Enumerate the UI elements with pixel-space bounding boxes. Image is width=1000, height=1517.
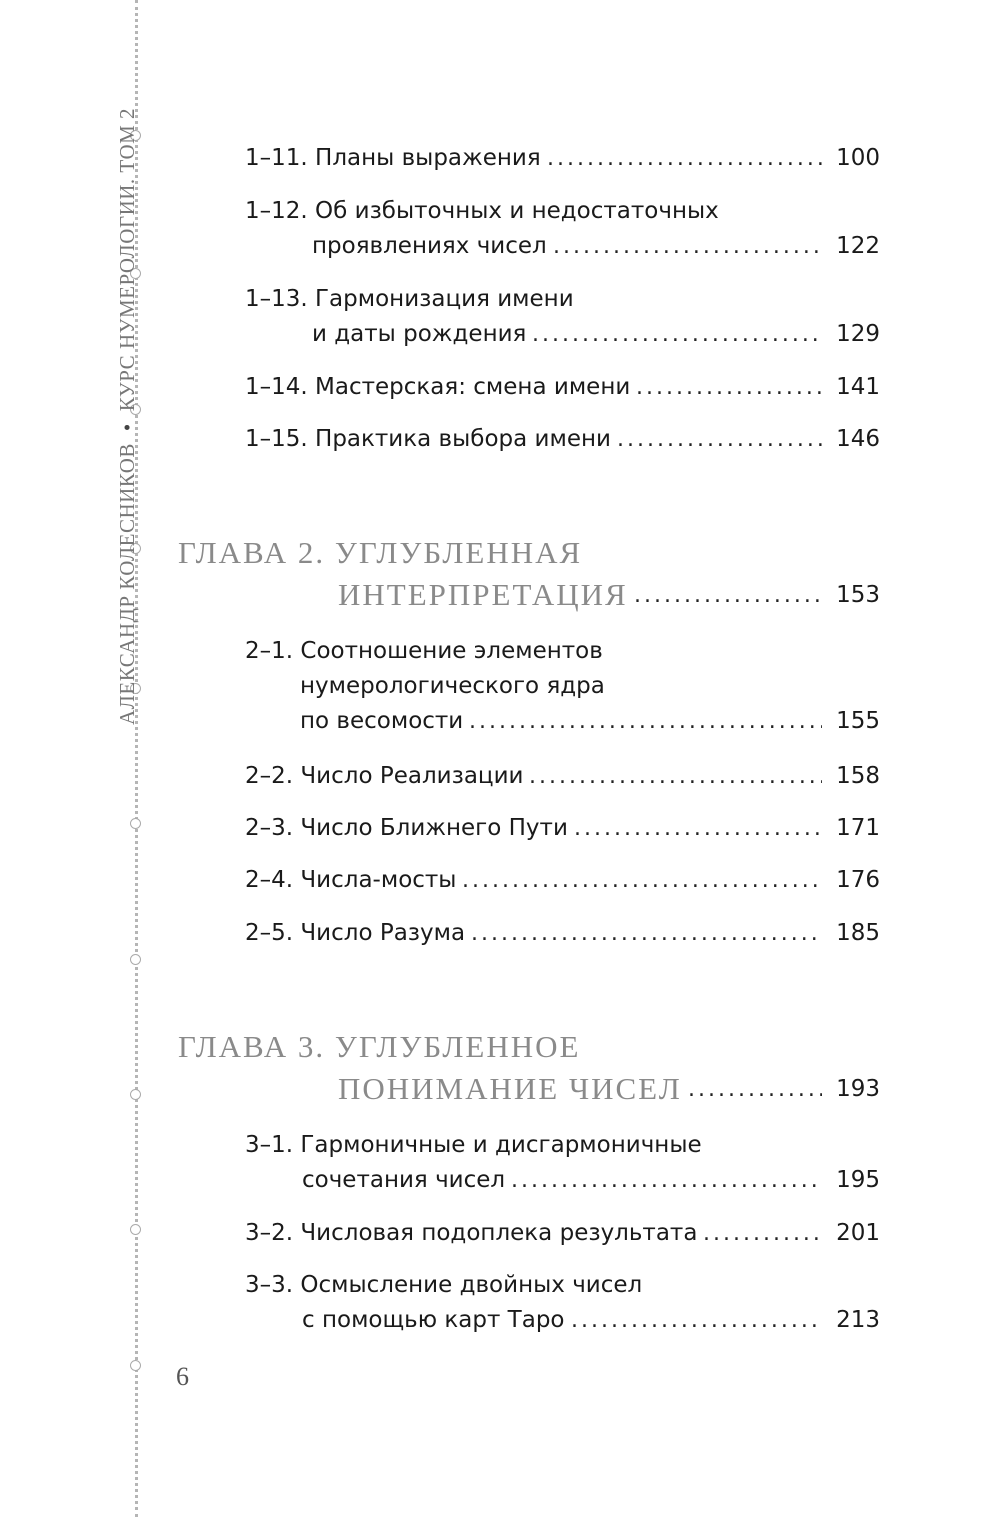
- toc-leader: ........................................…: [574, 813, 880, 844]
- toc-entry-text: и даты рождения: [312, 321, 527, 347]
- toc-entry-text: 2–3. Число Ближнего Пути: [245, 815, 568, 841]
- leader-dots: ........................................…: [469, 709, 822, 734]
- toc-page-number: 129: [836, 321, 880, 347]
- leader-dots: ........................................…: [574, 816, 822, 841]
- ring-ornament: [130, 130, 141, 141]
- toc-entry-text: ИНТЕРПРЕТАЦИЯ: [338, 577, 628, 612]
- leader-dots: ........................................…: [547, 146, 823, 171]
- toc-entry-text: 2–1. Соотношение элементов: [245, 638, 603, 664]
- toc-entry-text: по весомости: [300, 708, 464, 734]
- leader-dots: ........................................…: [703, 1221, 823, 1246]
- toc-entry-text: 1–13. Гармонизация имени: [245, 286, 574, 312]
- leader-dots: ........................................…: [636, 375, 822, 400]
- running-head-author: АЛЕКСАНДР КОЛЕСНИКОВ: [115, 443, 139, 725]
- ring-ornament: [130, 818, 141, 829]
- toc-page-number: 201: [836, 1220, 880, 1246]
- toc-entry-text: 2–4. Числа-мосты: [245, 867, 457, 893]
- toc-entry-text: проявлениях чисел: [312, 233, 547, 259]
- leader-dots: ........................................…: [617, 427, 822, 452]
- toc-page-number: 213: [836, 1307, 880, 1333]
- toc-leader: ........................................…: [529, 761, 880, 792]
- toc-page-number: 158: [836, 763, 880, 789]
- decorative-dotted-rail: [135, 0, 138, 1517]
- toc-entry-text: ПОНИМАНИЕ ЧИСЕЛ: [338, 1071, 682, 1106]
- leader-dots: ........................................…: [532, 322, 823, 347]
- toc-leader: ........................................…: [571, 1305, 880, 1336]
- toc-page-number: 122: [836, 233, 880, 259]
- toc-entry-text: 3–3. Осмысление двойных чисел: [245, 1272, 643, 1298]
- page-number: 6: [176, 1362, 189, 1391]
- toc-entry-text: 1–12. Об избыточных и недостаточных: [245, 198, 719, 224]
- leader-dots: ........................................…: [634, 583, 822, 608]
- ring-ornament: [130, 683, 141, 694]
- toc-entry-text: ГЛАВА 2. УГЛУБЛЕННАЯ: [178, 535, 583, 570]
- leader-dots: ........................................…: [471, 921, 822, 946]
- toc-leader: ........................................…: [532, 319, 880, 350]
- toc-leader: ........................................…: [553, 231, 880, 262]
- toc-page-number: 193: [836, 1076, 880, 1102]
- leader-dots: ........................................…: [688, 1077, 822, 1102]
- ring-ornament: [130, 1089, 141, 1100]
- toc-entry-text: 2–2. Число Реализации: [245, 763, 524, 789]
- toc-leader: ........................................…: [634, 580, 880, 611]
- ring-ornament: [130, 543, 141, 554]
- toc-leader: ........................................…: [703, 1218, 880, 1249]
- toc-entry-text: 1–14. Мастерская: смена имени: [245, 374, 631, 400]
- toc-page-number: 155: [836, 708, 880, 734]
- leader-dots: ........................................…: [462, 868, 822, 893]
- toc-page-number: 100: [836, 145, 880, 171]
- toc-entry-text: с помощью карт Таро: [302, 1307, 565, 1333]
- leader-dots: ........................................…: [529, 764, 823, 789]
- toc-page-number: 146: [836, 426, 880, 452]
- toc-page-number: 176: [836, 867, 880, 893]
- toc-entry-text: ГЛАВА 3. УГЛУБЛЕННОЕ: [178, 1029, 581, 1064]
- running-head-separator: •: [115, 423, 139, 432]
- toc-entry-text: 3–1. Гармоничные и дисгармоничные: [245, 1132, 702, 1158]
- running-head-title: КУРС НУМЕРОЛОГИИ. ТОМ 2: [115, 107, 139, 412]
- leader-dots: ........................................…: [553, 234, 823, 259]
- toc-leader: ........................................…: [471, 918, 880, 949]
- leader-dots: ........................................…: [511, 1168, 822, 1193]
- ring-ornament: [130, 404, 141, 415]
- toc-leader: ........................................…: [462, 865, 880, 896]
- ring-ornament: [130, 1360, 141, 1371]
- toc-leader: ........................................…: [636, 372, 880, 403]
- toc-page-number: 185: [836, 920, 880, 946]
- toc-entry-text: нумерологического ядра: [300, 673, 605, 699]
- toc-page-number: 141: [836, 374, 880, 400]
- toc-leader: ........................................…: [688, 1074, 880, 1105]
- toc-entry-text: 1–15. Практика выбора имени: [245, 426, 611, 452]
- toc-leader: ........................................…: [511, 1165, 880, 1196]
- toc-entry-text: 2–5. Число Разума: [245, 920, 466, 946]
- toc-leader: ........................................…: [469, 706, 880, 737]
- toc-leader: ........................................…: [547, 143, 880, 174]
- toc-entry-text: 3–2. Числовая подоплека результата: [245, 1220, 698, 1246]
- ring-ornament: [130, 268, 141, 279]
- ring-ornament: [130, 954, 141, 965]
- ring-ornament: [130, 1224, 141, 1235]
- toc-leader: ........................................…: [617, 424, 880, 455]
- leader-dots: ........................................…: [571, 1308, 822, 1333]
- toc-page-number: 195: [836, 1167, 880, 1193]
- toc-page-number: 171: [836, 815, 880, 841]
- running-head: АЛЕКСАНДР КОЛЕСНИКОВ • КУРС НУМЕРОЛОГИИ. Т…: [115, 108, 140, 725]
- toc-entry-text: сочетания чисел: [302, 1167, 506, 1193]
- toc-entry-text: 1–11. Планы выражения: [245, 145, 541, 171]
- toc-page-number: 153: [836, 582, 880, 608]
